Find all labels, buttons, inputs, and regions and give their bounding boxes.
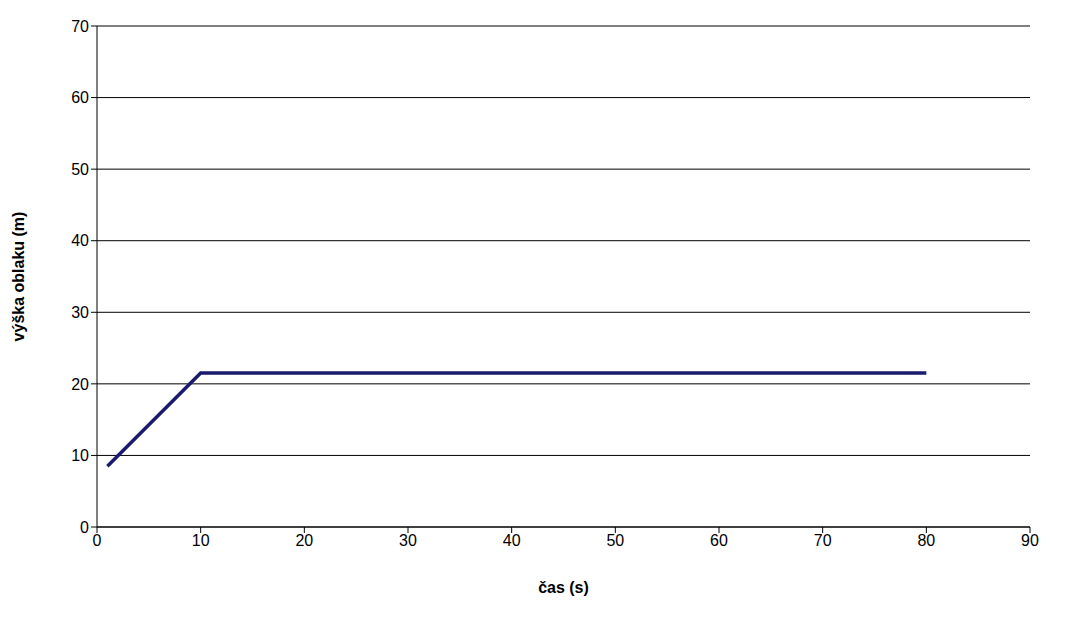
svg-text:50: 50 (71, 161, 89, 178)
svg-text:90: 90 (1021, 532, 1039, 549)
svg-text:20: 20 (71, 376, 89, 393)
svg-text:10: 10 (192, 532, 210, 549)
svg-text:50: 50 (606, 532, 624, 549)
svg-text:30: 30 (71, 304, 89, 321)
svg-text:70: 70 (71, 18, 89, 35)
svg-text:40: 40 (503, 532, 521, 549)
svg-text:0: 0 (80, 519, 89, 536)
svg-text:20: 20 (295, 532, 313, 549)
svg-text:10: 10 (71, 447, 89, 464)
svg-text:výška oblaku (m): výška oblaku (m) (10, 212, 27, 342)
svg-text:60: 60 (710, 532, 728, 549)
svg-text:60: 60 (71, 89, 89, 106)
svg-text:0: 0 (93, 532, 102, 549)
svg-text:80: 80 (917, 532, 935, 549)
svg-text:70: 70 (814, 532, 832, 549)
svg-text:40: 40 (71, 232, 89, 249)
svg-text:30: 30 (399, 532, 417, 549)
svg-text:čas (s): čas (s) (538, 579, 589, 596)
